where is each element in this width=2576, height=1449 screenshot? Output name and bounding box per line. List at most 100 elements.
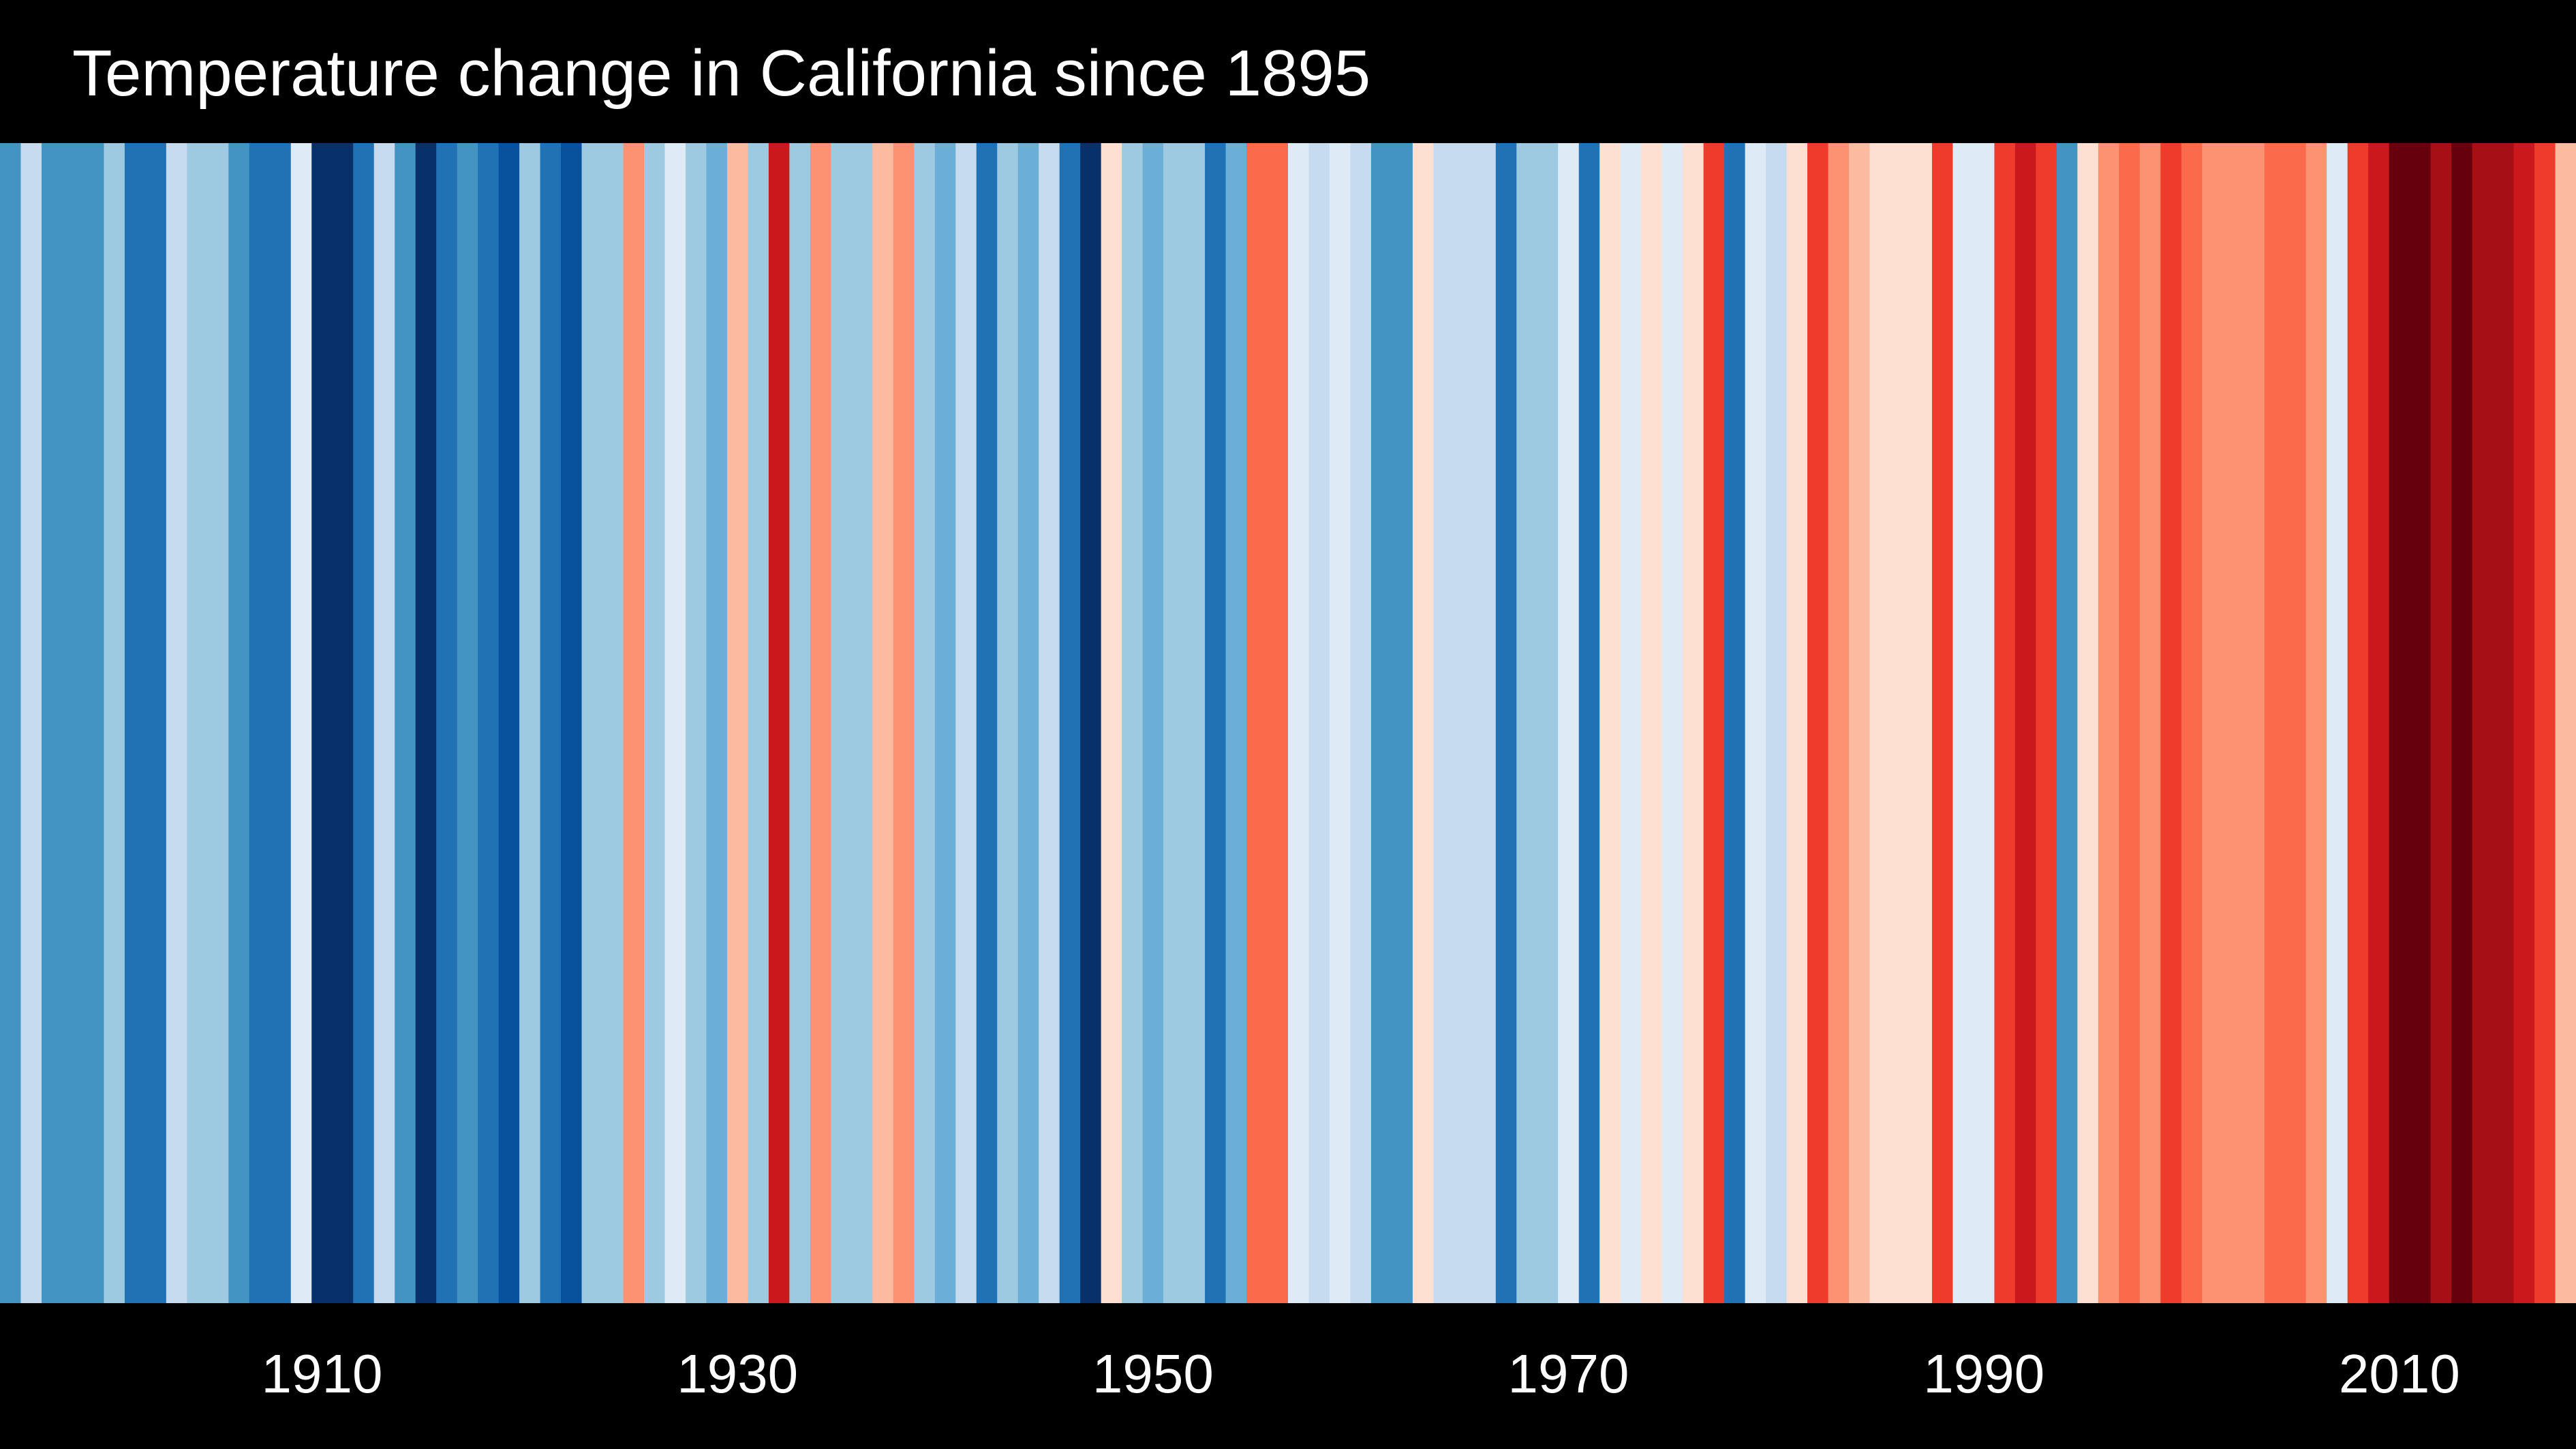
year-stripe — [1952, 143, 1974, 1303]
year-stripe — [124, 143, 146, 1303]
year-stripe — [478, 143, 500, 1303]
year-stripe — [1724, 143, 1746, 1303]
year-stripe — [2036, 143, 2057, 1303]
year-stripe — [2430, 143, 2452, 1303]
year-stripe — [1849, 143, 1871, 1303]
year-stripe — [166, 143, 187, 1303]
year-stripe — [1766, 143, 1788, 1303]
year-stripe — [187, 143, 209, 1303]
year-stripe — [997, 143, 1019, 1303]
year-stripe — [644, 143, 666, 1303]
year-stripe — [1703, 143, 1725, 1303]
year-stripe — [2410, 143, 2432, 1303]
year-stripe — [2285, 143, 2307, 1303]
year-stripe — [2056, 143, 2078, 1303]
year-stripe — [1828, 143, 1850, 1303]
year-stripe — [415, 143, 437, 1303]
year-stripe — [1495, 143, 1517, 1303]
year-stripe — [62, 143, 84, 1303]
x-tick-label: 1910 — [261, 1343, 383, 1404]
x-tick-label: 1970 — [1507, 1343, 1629, 1404]
year-stripe — [1890, 143, 1912, 1303]
year-stripe — [1869, 143, 1891, 1303]
year-stripe — [145, 143, 167, 1303]
year-stripe — [1225, 143, 1247, 1303]
year-stripe — [726, 143, 749, 1303]
year-stripe — [1412, 143, 1434, 1303]
year-stripe — [1184, 143, 1206, 1303]
year-stripe — [2014, 143, 2037, 1303]
year-stripe — [934, 143, 956, 1303]
year-stripe — [1433, 143, 1455, 1303]
year-stripe — [664, 143, 686, 1303]
year-stripe — [436, 143, 458, 1303]
year-stripe — [831, 143, 853, 1303]
year-stripe — [20, 143, 42, 1303]
year-stripe — [332, 143, 354, 1303]
year-stripe — [1288, 143, 1310, 1303]
year-stripe — [789, 143, 811, 1303]
year-stripe — [1745, 143, 1766, 1303]
year-stripe — [872, 143, 894, 1303]
year-stripe — [623, 143, 645, 1303]
year-stripe — [2264, 143, 2286, 1303]
year-stripe — [498, 143, 520, 1303]
year-stripe — [540, 143, 562, 1303]
year-stripe — [851, 143, 873, 1303]
x-tick-label: 1990 — [1923, 1343, 2045, 1404]
year-stripe — [2181, 143, 2203, 1303]
year-stripe — [1932, 143, 1954, 1303]
year-stripe — [2493, 143, 2515, 1303]
year-stripe — [955, 143, 977, 1303]
year-stripe — [207, 143, 229, 1303]
year-stripe — [1994, 143, 2016, 1303]
year-stripe — [82, 143, 105, 1303]
year-stripe — [768, 143, 790, 1303]
year-stripe — [2119, 143, 2141, 1303]
year-stripe — [893, 143, 915, 1303]
x-tick-label: 1930 — [677, 1343, 799, 1404]
year-stripe — [561, 143, 583, 1303]
year-stripe — [748, 143, 769, 1303]
year-stripe — [2513, 143, 2535, 1303]
chart-title: Temperature change in California since 1… — [72, 37, 1371, 110]
year-stripe — [1329, 143, 1351, 1303]
year-stripe — [2243, 143, 2265, 1303]
year-stripe — [1973, 143, 1995, 1303]
year-stripe — [1370, 143, 1393, 1303]
year-stripe — [1017, 143, 1039, 1303]
year-stripe — [290, 143, 312, 1303]
year-stripe — [41, 143, 63, 1303]
year-stripe — [581, 143, 603, 1303]
year-stripe — [373, 143, 395, 1303]
year-stripe — [1599, 143, 1621, 1303]
year-stripe — [2098, 143, 2119, 1303]
year-stripe — [1101, 143, 1122, 1303]
year-stripe — [104, 143, 125, 1303]
year-stripe — [1641, 143, 1663, 1303]
warming-stripes-plot — [0, 143, 2576, 1303]
year-stripe — [519, 143, 541, 1303]
year-stripe — [2160, 143, 2182, 1303]
year-stripe — [1454, 143, 1475, 1303]
year-stripe — [1558, 143, 1580, 1303]
year-stripe — [2451, 143, 2473, 1303]
x-tick-label: 1950 — [1092, 1343, 1214, 1404]
year-stripe — [1516, 143, 1538, 1303]
year-stripe — [0, 143, 22, 1303]
year-stripe — [1392, 143, 1413, 1303]
year-stripe — [1807, 143, 1829, 1303]
year-stripe — [2139, 143, 2161, 1303]
year-stripe — [2327, 143, 2348, 1303]
year-stripe — [685, 143, 707, 1303]
year-stripe — [2472, 143, 2494, 1303]
year-stripe — [457, 143, 478, 1303]
year-stripe — [1350, 143, 1372, 1303]
year-stripe — [1039, 143, 1060, 1303]
year-stripe — [706, 143, 728, 1303]
year-stripe — [228, 143, 250, 1303]
year-stripe — [602, 143, 624, 1303]
year-stripe — [1059, 143, 1081, 1303]
year-stripe — [1786, 143, 1808, 1303]
year-stripe — [1537, 143, 1559, 1303]
